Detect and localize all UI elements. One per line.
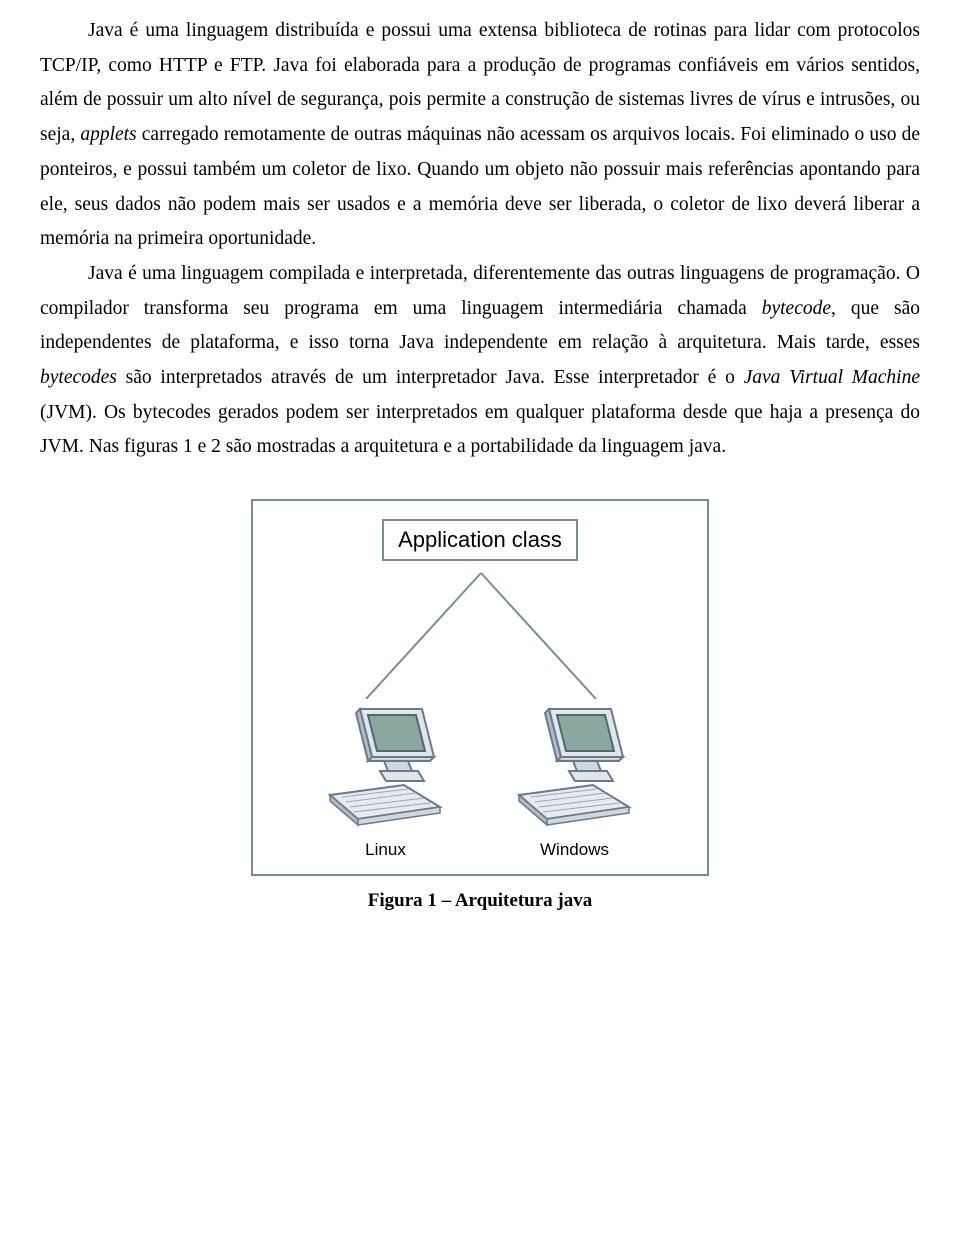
p1-text-b: carregado remotamente de outras máquinas…	[40, 124, 920, 249]
figure-caption: Figura 1 – Arquitetura java	[40, 890, 920, 912]
computer-row: Linux Windows	[281, 699, 679, 860]
computer-linux: Linux	[326, 699, 446, 860]
computer-icon	[515, 699, 635, 829]
figure-1: Application class	[40, 499, 920, 912]
computer-windows: Windows	[515, 699, 635, 860]
paragraph-1: Java é uma linguagem distribuída e possu…	[40, 14, 920, 257]
p2-italic-1: bytecode	[762, 298, 831, 319]
connector-lines	[281, 569, 679, 699]
p2-italic-3: Java Virtual Machine	[744, 367, 920, 388]
p2-text-d: (JVM). Os bytecodes gerados podem ser in…	[40, 402, 920, 458]
computer-icon	[326, 699, 446, 829]
paragraph-2: Java é uma linguagem compilada e interpr…	[40, 257, 920, 465]
p2-italic-2: bytecodes	[40, 367, 117, 388]
linux-label: Linux	[326, 840, 446, 860]
p1-italic: applets	[80, 124, 136, 145]
p2-text-c: são interpretados através de um interpre…	[117, 367, 744, 388]
windows-label: Windows	[515, 840, 635, 860]
application-class-box: Application class	[382, 519, 578, 561]
architecture-diagram: Application class	[251, 499, 709, 876]
